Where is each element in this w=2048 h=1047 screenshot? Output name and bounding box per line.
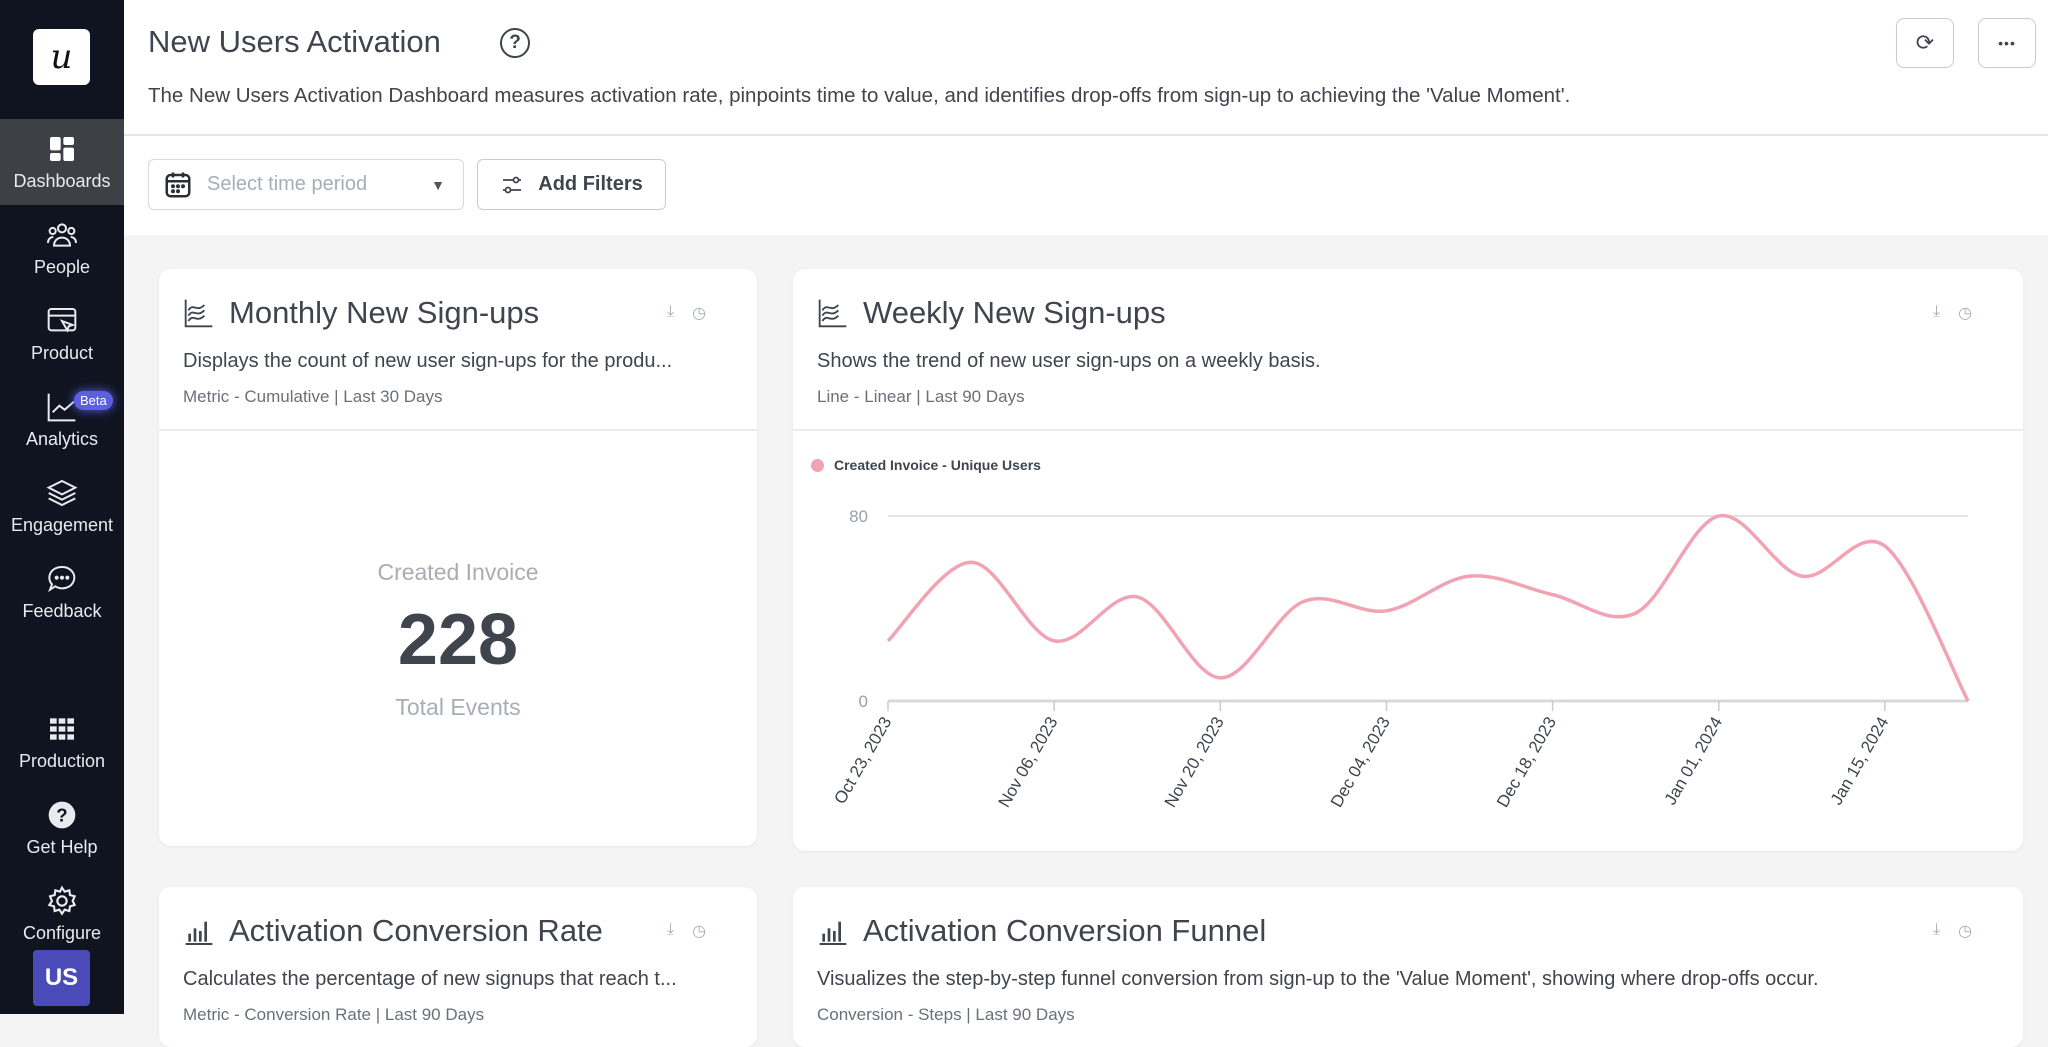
sidebar-item-label: Product <box>30 342 94 363</box>
sidebar-item-label: Dashboards <box>13 170 111 191</box>
people-icon <box>47 222 77 247</box>
download-icon[interactable]: ⤓ <box>667 921 675 938</box>
legend-label: Created Invoice - Unique Users <box>834 457 1041 473</box>
line-chart-icon <box>818 299 847 328</box>
x-tick-label: Jan 15, 2024 <box>1827 714 1893 809</box>
metric-label: Created Invoice <box>377 559 539 585</box>
card-title: Weekly New Sign-ups <box>863 295 1166 330</box>
x-tick-label: Dec 18, 2023 <box>1493 714 1560 811</box>
filter-sliders-icon <box>503 176 522 193</box>
calendar-icon <box>165 172 191 197</box>
sidebar-item-label: Configure <box>22 922 102 943</box>
add-filters-button[interactable]: Add Filters <box>477 159 666 210</box>
gear-icon <box>47 885 77 916</box>
metric-sublabel: Total Events <box>395 694 521 720</box>
clock-icon[interactable]: ◷ <box>692 305 707 322</box>
sidebar-item-label: Production <box>18 750 106 771</box>
svg-text:?: ? <box>56 804 67 825</box>
download-icon[interactable]: ⤓ <box>667 303 675 320</box>
x-tick-label: Nov 06, 2023 <box>995 714 1062 811</box>
clock-icon[interactable]: ◷ <box>1958 305 1973 322</box>
series-line <box>886 514 1970 702</box>
sidebar-item-label: Engagement <box>10 514 114 535</box>
clock-icon[interactable]: ◷ <box>692 923 707 940</box>
sidebar-item-label: People <box>33 256 91 277</box>
user-avatar[interactable]: US <box>33 950 90 1006</box>
time-period-select[interactable]: Select time period ▼ <box>148 159 464 210</box>
y-tick-label: 80 <box>849 507 868 526</box>
clock-icon[interactable]: ◷ <box>1958 923 1973 940</box>
sidebar-item-people[interactable]: People <box>0 205 124 291</box>
chat-icon <box>48 565 76 592</box>
grid-icon <box>50 717 74 740</box>
line-chart-icon <box>184 299 213 328</box>
refresh-button[interactable]: ⟳ <box>1896 18 1954 68</box>
sidebar-item-configure[interactable]: Configure <box>0 871 124 957</box>
chevron-down-icon: ▼ <box>431 176 445 193</box>
divider <box>793 429 2023 431</box>
card-activation-conversion-funnel: Activation Conversion Funnel ⤓ ◷ Visualiz… <box>793 887 2023 1047</box>
card-meta: Metric - Conversion Rate | Last 90 Days <box>183 1005 485 1024</box>
card-description: Shows the trend of new user sign-ups on … <box>817 350 1321 372</box>
card-title: Activation Conversion Rate <box>229 913 603 948</box>
refresh-icon: ⟳ <box>1915 30 1935 55</box>
x-tick-label: Nov 20, 2023 <box>1161 714 1228 811</box>
card-meta: Metric - Cumulative | Last 30 Days <box>183 387 443 406</box>
sidebar-item-get-help[interactable]: ? Get Help <box>0 785 124 871</box>
sidebar-item-label: Feedback <box>22 600 102 621</box>
card-weekly-new-signups: Weekly New Sign-ups ⤓ ◷ Shows the trend o… <box>793 269 2023 851</box>
help-icon[interactable]: ? <box>500 28 530 58</box>
divider <box>124 134 2048 136</box>
page-title: New Users Activation <box>148 24 441 59</box>
dashboard-icon <box>50 136 74 161</box>
sidebar-item-product[interactable]: Product <box>0 291 124 377</box>
sidebar-item-production[interactable]: Production <box>0 699 124 785</box>
bar-chart-icon <box>819 921 847 945</box>
legend-swatch <box>811 458 824 472</box>
more-icon: ••• <box>1998 35 2016 51</box>
add-filters-label: Add Filters <box>538 173 643 195</box>
metric-value: 228 <box>397 600 519 680</box>
layers-icon <box>46 479 78 506</box>
sidebar-item-analytics[interactable]: Beta Analytics <box>0 377 124 463</box>
app-logo[interactable]: u <box>33 29 90 85</box>
card-description: Visualizes the step-by-step funnel conve… <box>817 968 1819 990</box>
line-chart: 0 80 Oct 23, 2023 Nov 06, 2023 Nov 20, 2023 D… <box>830 507 1970 811</box>
sidebar-item-dashboards[interactable]: Dashboards <box>0 119 124 205</box>
card-activation-conversion-rate: Activation Conversion Rate ⤓ ◷ Calculates… <box>159 887 757 1047</box>
card-title: Monthly New Sign-ups <box>229 295 540 330</box>
product-icon <box>47 307 77 333</box>
card-meta: Line - Linear | Last 90 Days <box>817 387 1025 406</box>
chart-legend: Created Invoice - Unique Users <box>811 457 1041 473</box>
sidebar-item-feedback[interactable]: Feedback <box>0 549 124 635</box>
divider <box>159 429 757 431</box>
help-icon: ? <box>48 801 76 828</box>
more-options-button[interactable]: ••• <box>1978 18 2036 68</box>
card-description: Displays the count of new user sign-ups … <box>183 350 673 372</box>
card-monthly-new-signups: Monthly New Sign-ups ⤓ ◷ Displays the cou… <box>159 269 757 846</box>
beta-badge: Beta <box>74 391 113 410</box>
x-tick-label: Dec 04, 2023 <box>1327 714 1394 811</box>
card-title: Activation Conversion Funnel <box>863 913 1267 948</box>
y-tick-label: 0 <box>859 692 868 711</box>
page-description: The New Users Activation Dashboard measu… <box>148 84 1571 107</box>
x-tick-label: Oct 23, 2023 <box>830 714 895 808</box>
time-period-placeholder: Select time period <box>207 173 368 195</box>
sidebar-item-label: Analytics <box>25 428 99 449</box>
x-tick-label: Jan 01, 2024 <box>1661 714 1727 809</box>
sidebar-item-label: Get Help <box>26 836 98 857</box>
download-icon[interactable]: ⤓ <box>1933 921 1941 938</box>
sidebar: u Dashboards People Product Beta Analyti… <box>0 0 124 1014</box>
bar-chart-icon <box>185 921 213 945</box>
analytics-icon <box>47 393 76 421</box>
sidebar-item-engagement[interactable]: Engagement <box>0 463 124 549</box>
card-description: Calculates the percentage of new signups… <box>183 968 677 990</box>
page-header: New Users Activation ? The New Users Act… <box>124 0 2048 235</box>
card-meta: Conversion - Steps | Last 90 Days <box>817 1005 1075 1024</box>
download-icon[interactable]: ⤓ <box>1933 303 1941 320</box>
